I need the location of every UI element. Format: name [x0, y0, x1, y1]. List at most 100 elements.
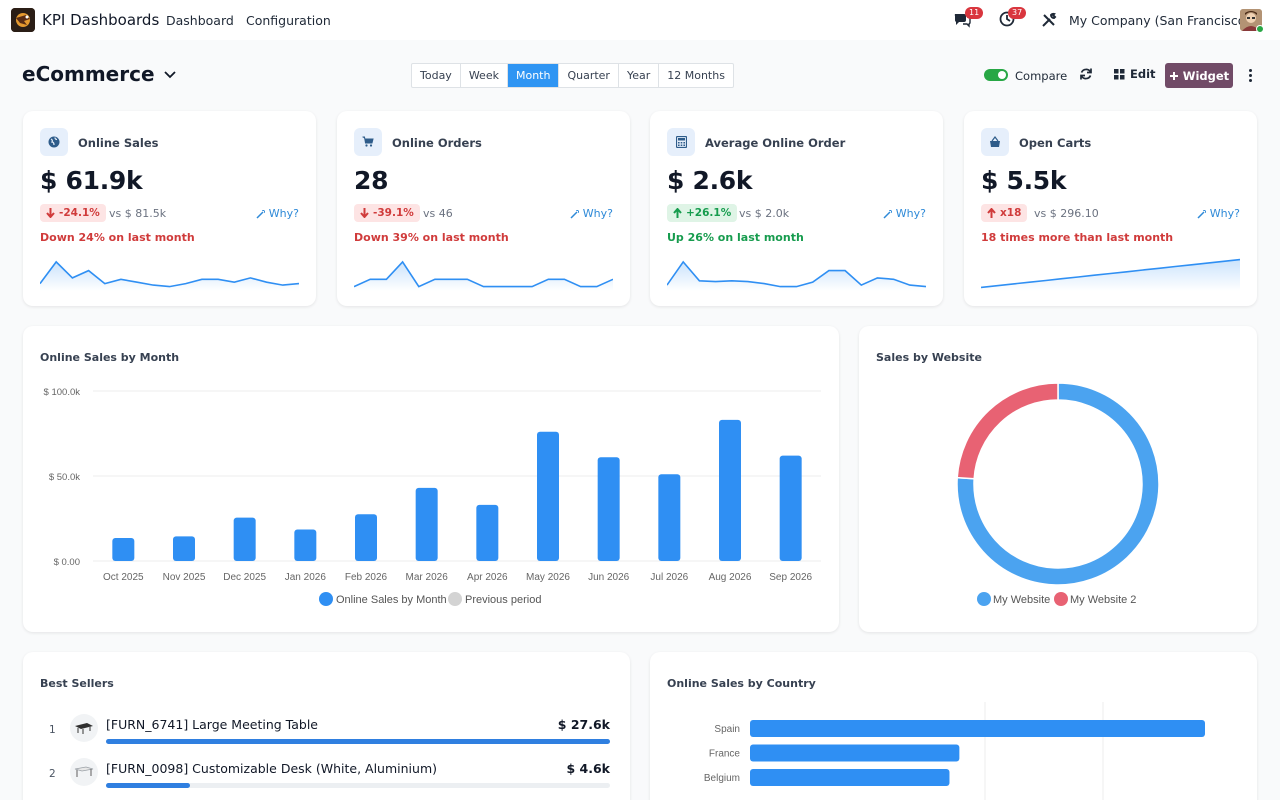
- clock-icon: [999, 11, 1015, 27]
- legend-label: My Website 2: [1070, 594, 1136, 606]
- section-title: Best Sellers: [40, 677, 114, 690]
- monthly-sales-card: Online Sales by Month $ 0.00 $ 50.0k $ 100…: [23, 326, 839, 632]
- top-navbar: KPI Dashboards Dashboard Configuration 1…: [0, 0, 1280, 40]
- edit-label: Edit: [1130, 67, 1156, 81]
- y-tick-label: $ 100.0k: [44, 387, 81, 398]
- best-seller-row[interactable]: 1 [FURN_6741] Large Meeting Table $ 27.6…: [40, 710, 610, 750]
- website-donut-chart: My Website My Website 2: [956, 382, 1160, 606]
- app-logo-icon[interactable]: [11, 8, 35, 32]
- company-switcher[interactable]: My Company (San Francisco): [1069, 13, 1251, 28]
- period-today[interactable]: Today: [412, 64, 461, 87]
- period-week[interactable]: Week: [461, 64, 508, 87]
- why-link[interactable]: Why?: [256, 207, 299, 220]
- country-sales-card: Online Sales by Country Spain France Belgi…: [650, 652, 1257, 800]
- kpi-title: Open Carts: [1019, 136, 1092, 150]
- app-title: KPI Dashboards: [42, 11, 160, 29]
- why-label: Why?: [895, 207, 926, 220]
- best-seller-name: [FURN_6741] Large Meeting Table: [106, 717, 318, 732]
- tools-icon: [1042, 12, 1057, 27]
- bar: [719, 419, 741, 561]
- kpi-value: $ 5.5k: [981, 166, 1067, 195]
- x-tick-label: Oct 2025: [103, 572, 144, 583]
- kpi-vs: vs $ 81.5k: [109, 207, 167, 220]
- y-tick-label: $ 50.0k: [49, 472, 80, 483]
- sparkline-chart: [40, 260, 299, 291]
- x-tick-label: Jul 2026: [650, 572, 688, 583]
- website-sales-card: Sales by Website My Website My Website 2: [859, 326, 1257, 632]
- best-seller-amount: $ 27.6k: [557, 717, 610, 732]
- x-tick-label: Dec 2025: [223, 572, 266, 583]
- sparkline-chart: [981, 258, 1240, 291]
- best-seller-bar-fill: [106, 739, 610, 744]
- bar: [233, 517, 256, 561]
- y-tick-label: Belgium: [704, 773, 740, 784]
- kpi-delta-badge: +26.1%: [667, 204, 738, 222]
- y-tick-label: France: [709, 749, 741, 760]
- kpi-delta-badge: x18: [981, 204, 1028, 222]
- period-month[interactable]: Month: [507, 64, 560, 87]
- compare-label: Compare: [1015, 69, 1068, 83]
- arrow-up-icon: [673, 208, 682, 218]
- activities-badge: 37: [1008, 7, 1027, 19]
- legend-label: My Website: [993, 594, 1050, 606]
- why-link[interactable]: Why?: [1197, 207, 1240, 220]
- bar: [415, 487, 438, 561]
- widget-label: Widget: [1182, 68, 1230, 83]
- refresh-icon: [1080, 68, 1092, 80]
- basket-icon: [981, 128, 1009, 156]
- legend-label: Previous period: [465, 594, 541, 606]
- section-title: Online Sales by Month: [40, 351, 180, 364]
- bar: [750, 720, 1205, 737]
- kpi-delta-badge: -39.1%: [354, 204, 420, 222]
- arrow-down-icon: [46, 208, 55, 218]
- kpi-card-average-online-order[interactable]: Average Online Order $ 2.6k +26.1% vs $ …: [650, 111, 943, 306]
- x-tick-label: Sep 2026: [769, 572, 812, 583]
- kpi-vs: vs $ 296.10: [1034, 207, 1099, 220]
- more-options-button[interactable]: [1246, 67, 1254, 83]
- menu-configuration[interactable]: Configuration: [246, 13, 331, 28]
- best-seller-name: [FURN_0098] Customizable Desk (White, Al…: [106, 761, 437, 776]
- magic-wand-icon: [570, 209, 579, 219]
- why-link[interactable]: Why?: [570, 207, 613, 220]
- messages-button[interactable]: 11: [953, 7, 984, 31]
- sparkline-area: [981, 259, 1240, 291]
- menu-dashboard[interactable]: Dashboard: [166, 13, 234, 28]
- kpi-card-online-sales[interactable]: Online Sales $ 61.9k -24.1% vs $ 81.5k W…: [23, 111, 316, 306]
- x-tick-label: Apr 2026: [467, 572, 508, 583]
- best-seller-rank: 2: [49, 768, 56, 780]
- x-tick-label: Jan 2026: [285, 572, 327, 583]
- compare-toggle[interactable]: [984, 69, 1008, 81]
- debug-tools-button[interactable]: [1041, 12, 1057, 31]
- calculator-icon: [667, 128, 695, 156]
- best-seller-rank: 1: [49, 724, 56, 736]
- dashboard-selector[interactable]: eCommerce: [22, 62, 177, 86]
- y-tick-label: $ 0.00: [54, 557, 80, 568]
- period-year[interactable]: Year: [619, 64, 660, 87]
- best-seller-row[interactable]: 2 [FURN_0098] Customizable Desk (White, …: [40, 754, 610, 794]
- add-widget-button[interactable]: Widget: [1165, 63, 1233, 88]
- bar: [750, 769, 950, 786]
- why-link[interactable]: Why?: [883, 207, 926, 220]
- why-label: Why?: [582, 207, 613, 220]
- kpi-card-online-orders[interactable]: Online Orders 28 -39.1% vs 46 Why? Down …: [337, 111, 630, 306]
- kpi-value: $ 61.9k: [40, 166, 143, 195]
- kpi-delta-value: x18: [1000, 207, 1022, 219]
- bar: [112, 538, 135, 561]
- period-12-months[interactable]: 12 Months: [667, 69, 725, 82]
- arrow-up-icon: [987, 208, 996, 218]
- period-quarter[interactable]: Quarter: [559, 64, 619, 87]
- kpi-vs: vs $ 2.0k: [739, 207, 790, 220]
- best-seller-bar-fill: [106, 783, 190, 788]
- kpi-trend: Up 26% on last month: [667, 231, 804, 244]
- best-seller-bar-track: [106, 783, 610, 788]
- x-tick-label: Aug 2026: [709, 572, 752, 583]
- arrow-down-icon: [360, 208, 369, 218]
- period-selector: Today Week Month Quarter Year 12 Months: [411, 63, 734, 88]
- globe-icon: [40, 128, 68, 156]
- legend-swatch: [1054, 592, 1068, 606]
- edit-button[interactable]: Edit: [1114, 67, 1156, 81]
- section-title: Sales by Website: [876, 351, 982, 364]
- refresh-button[interactable]: [1079, 67, 1095, 83]
- activities-button[interactable]: 37: [998, 7, 1027, 31]
- kpi-card-open-carts[interactable]: Open Carts $ 5.5k x18 vs $ 296.10 Why? 1…: [964, 111, 1257, 306]
